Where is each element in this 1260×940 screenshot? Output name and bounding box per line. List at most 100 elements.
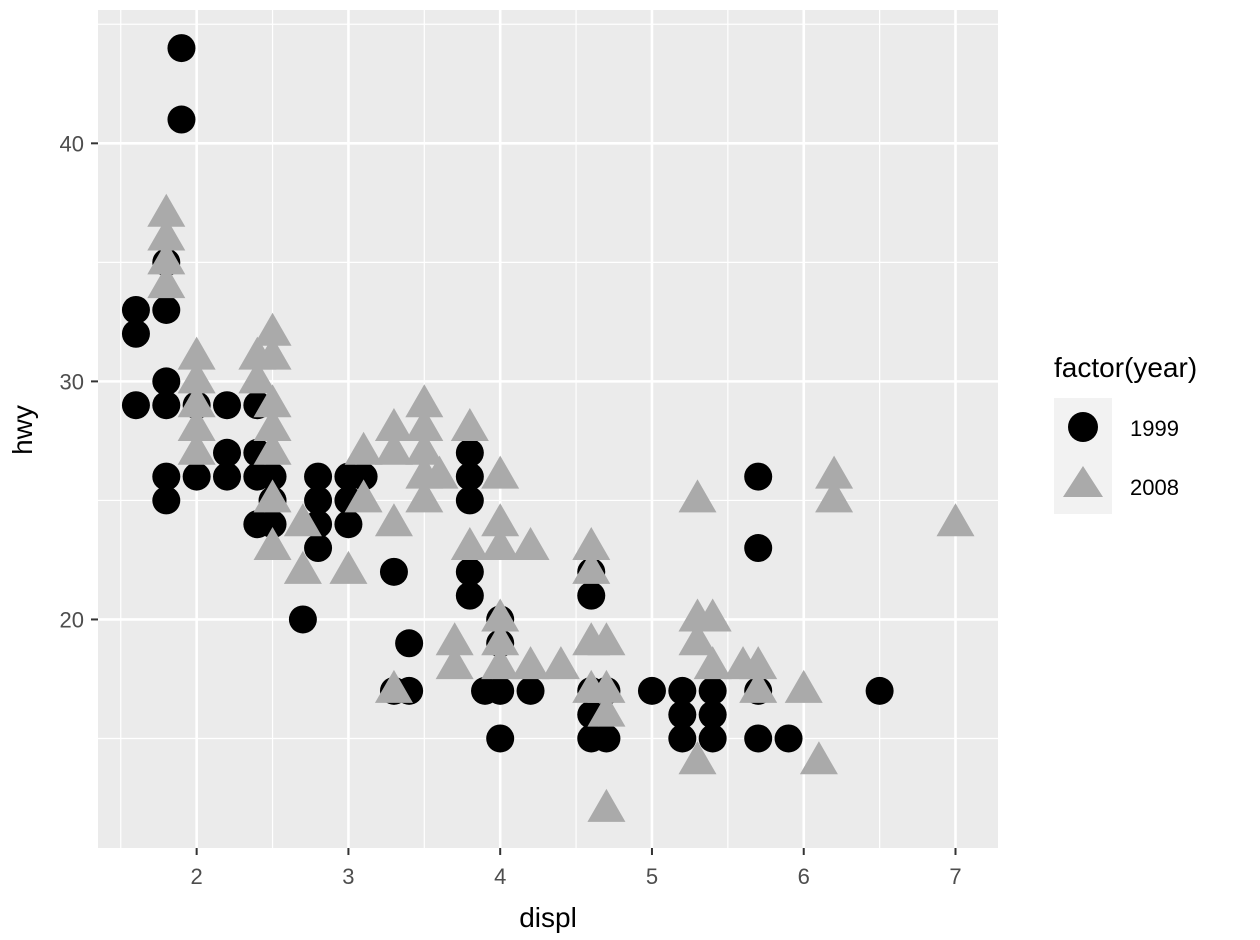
point-2008 <box>572 527 611 561</box>
point-2008 <box>405 479 444 513</box>
point-2008 <box>177 336 216 370</box>
point-2008 <box>739 646 778 680</box>
point-2008 <box>253 336 292 370</box>
point-1999 <box>121 391 150 420</box>
point-2008 <box>481 503 520 537</box>
point-2008 <box>374 503 413 537</box>
point-1999 <box>213 391 242 420</box>
point-2008 <box>693 646 732 680</box>
point-2008 <box>693 598 732 632</box>
y-tick-label: 30 <box>60 369 84 394</box>
point-2008 <box>253 384 292 418</box>
point-1999 <box>304 486 333 515</box>
x-tick-label: 7 <box>949 864 961 889</box>
point-1999 <box>213 462 242 491</box>
point-1999 <box>349 462 378 491</box>
point-2008 <box>283 550 322 584</box>
point-2008 <box>784 669 823 703</box>
x-tick-label: 5 <box>646 864 658 889</box>
point-1999 <box>455 438 484 467</box>
series-2008-points <box>147 193 975 822</box>
y-tick-label: 40 <box>60 131 84 156</box>
x-axis-title: displ <box>519 902 577 933</box>
point-2008 <box>420 455 459 489</box>
x-tick-label: 6 <box>798 864 810 889</box>
point-1999 <box>167 34 196 63</box>
point-2008 <box>329 550 368 584</box>
point-1999 <box>288 605 317 634</box>
point-1999 <box>486 724 515 753</box>
point-2008 <box>481 598 520 632</box>
point-2008 <box>481 455 520 489</box>
point-1999 <box>152 367 181 396</box>
point-2008 <box>253 431 292 465</box>
point-2008 <box>253 408 292 441</box>
point-2008 <box>147 217 186 251</box>
point-1999 <box>152 295 181 324</box>
point-1999 <box>516 676 545 705</box>
point-1999 <box>774 724 803 753</box>
point-2008 <box>511 527 550 561</box>
point-2008 <box>283 503 322 537</box>
point-2008 <box>147 265 186 299</box>
point-2008 <box>344 479 383 513</box>
point-2008 <box>678 741 717 775</box>
point-1999 <box>182 462 211 491</box>
point-1999 <box>455 462 484 491</box>
point-2008 <box>815 455 854 489</box>
legend: factor(year) 1999 2008 <box>1054 352 1197 514</box>
legend-key-1999-circle <box>1068 412 1098 442</box>
point-1999 <box>698 724 727 753</box>
point-2008 <box>450 408 489 441</box>
x-tick-label: 4 <box>494 864 506 889</box>
y-tick-label: 20 <box>60 607 84 632</box>
point-1999 <box>637 676 666 705</box>
x-tick-label: 2 <box>191 864 203 889</box>
point-1999 <box>152 462 181 491</box>
point-1999 <box>455 557 484 586</box>
x-axis: 2 3 4 5 6 7 <box>191 848 962 889</box>
point-2008 <box>344 431 383 465</box>
point-2008 <box>587 622 626 656</box>
point-2008 <box>587 669 626 703</box>
point-1999 <box>577 581 606 610</box>
point-2008 <box>238 360 277 394</box>
point-2008 <box>253 479 292 513</box>
point-1999 <box>121 319 150 348</box>
point-2008 <box>481 622 520 656</box>
point-2008 <box>799 741 838 775</box>
point-2008 <box>147 193 186 227</box>
point-1999 <box>668 700 697 729</box>
legend-label-1999: 1999 <box>1130 416 1179 441</box>
point-1999 <box>698 700 727 729</box>
point-2008 <box>147 241 186 275</box>
x-tick-label: 3 <box>342 864 354 889</box>
point-2008 <box>253 312 292 346</box>
point-2008 <box>678 622 717 656</box>
point-2008 <box>374 669 413 703</box>
point-2008 <box>511 646 550 680</box>
point-2008 <box>587 693 626 727</box>
point-1999 <box>486 676 515 705</box>
point-2008 <box>177 384 216 418</box>
point-2008 <box>678 479 717 513</box>
point-1999 <box>455 581 484 610</box>
point-2008 <box>177 431 216 465</box>
point-1999 <box>304 462 333 491</box>
legend-key-2008-triangle <box>1063 466 1103 497</box>
point-2008 <box>177 408 216 441</box>
point-2008 <box>177 360 216 394</box>
point-2008 <box>405 408 444 441</box>
y-axis-title: hwy <box>7 405 38 455</box>
point-2008 <box>936 503 975 537</box>
point-1999 <box>744 534 773 563</box>
point-1999 <box>304 534 333 563</box>
point-2008 <box>815 479 854 513</box>
point-2008 <box>374 431 413 465</box>
point-1999 <box>152 486 181 515</box>
point-1999 <box>668 676 697 705</box>
y-axis: 20 30 40 <box>60 131 98 632</box>
point-2008 <box>541 646 580 680</box>
point-2008 <box>253 527 292 561</box>
point-1999 <box>258 462 287 491</box>
